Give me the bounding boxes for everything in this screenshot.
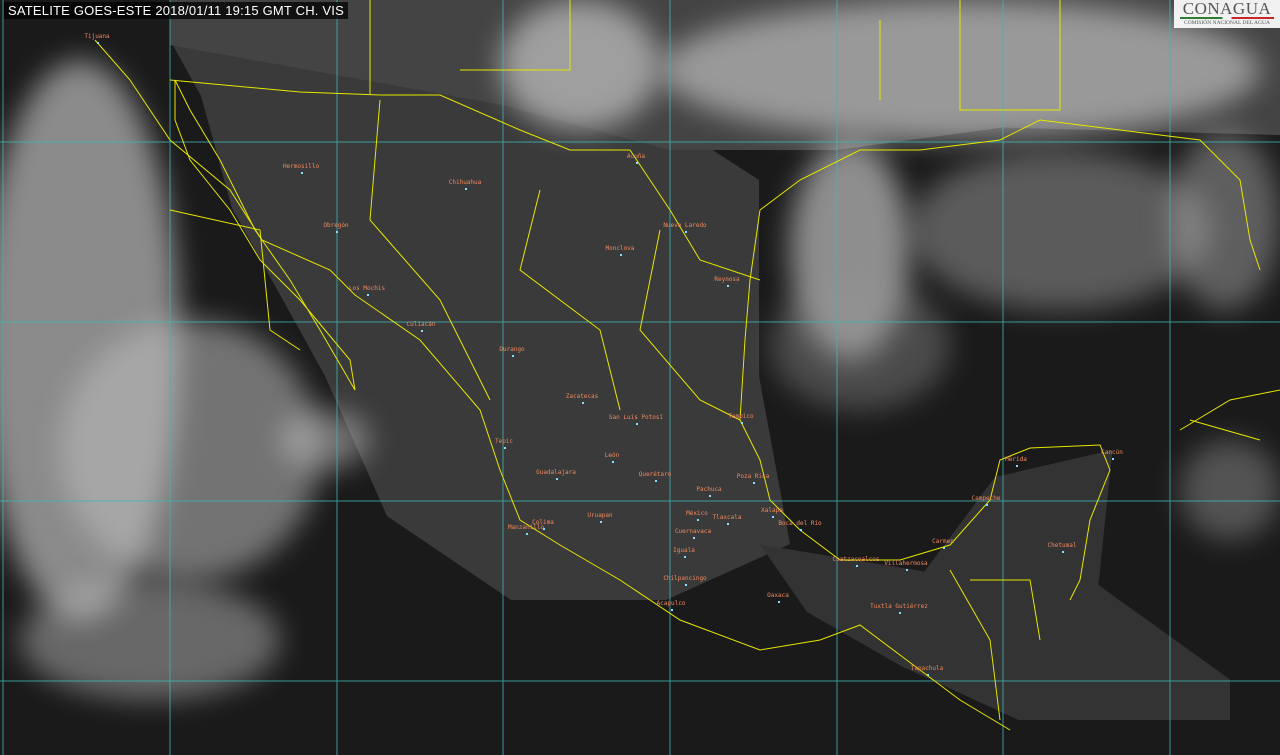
city-marker <box>684 556 686 558</box>
city-label: Tapachula <box>910 665 944 672</box>
city-marker <box>856 565 858 567</box>
city-label: Campeche <box>971 495 1001 502</box>
city-marker <box>504 447 506 449</box>
city-marker <box>620 254 622 256</box>
city-label: Chetumal <box>1047 542 1077 549</box>
city-marker <box>697 519 699 521</box>
city-marker <box>600 521 602 523</box>
city-label: Tuxtla Gutiérrez <box>870 603 928 610</box>
city-label: Guadalajara <box>536 469 576 476</box>
city-marker <box>693 537 695 539</box>
city-marker <box>753 482 755 484</box>
city-label: Nuevo Laredo <box>663 222 707 229</box>
city-marker <box>582 402 584 404</box>
city-label: Tampico <box>728 413 754 420</box>
city-marker <box>800 529 802 531</box>
city-marker <box>899 612 901 614</box>
city-marker <box>986 504 988 506</box>
city-label: Tijuana <box>84 33 110 40</box>
city-label: Uruapan <box>587 512 613 519</box>
city-label: Iguala <box>673 547 695 554</box>
city-marker <box>556 478 558 480</box>
city-marker <box>465 188 467 190</box>
city-label: Reynosa <box>714 276 740 283</box>
logo-bars <box>1180 17 1274 19</box>
city-marker <box>512 355 514 357</box>
city-marker <box>741 422 743 424</box>
city-label: Cancún <box>1101 449 1123 456</box>
coastlines-borders <box>94 0 1280 731</box>
city-label: Coatzacoalcos <box>832 556 880 563</box>
city-label: Tlaxcala <box>712 514 742 521</box>
city-label: Manzanillo <box>507 524 545 531</box>
city-label: Los Mochis <box>348 285 386 292</box>
city-label: Hermosillo <box>282 163 320 170</box>
city-marker <box>636 423 638 425</box>
city-marker <box>612 461 614 463</box>
city-marker <box>727 285 729 287</box>
city-marker <box>421 330 423 332</box>
city-label: Acuña <box>626 153 646 160</box>
city-label: Querétaro <box>638 471 672 478</box>
city-label: Cuernavaca <box>674 528 712 535</box>
city-label: Durango <box>499 346 525 353</box>
city-marker <box>367 294 369 296</box>
city-marker <box>906 569 908 571</box>
city-marker <box>655 480 657 482</box>
city-label: Poza Rica <box>736 473 770 480</box>
city-label: San Luis Potosí <box>608 414 664 421</box>
city-label: Zacatecas <box>565 393 599 400</box>
city-marker <box>727 523 729 525</box>
city-label: Carmen <box>932 538 954 545</box>
city-marker <box>943 547 945 549</box>
city-label: Chilpancingo <box>663 575 707 582</box>
city-marker <box>685 584 687 586</box>
city-marker <box>336 231 338 233</box>
city-marker <box>1016 465 1018 467</box>
city-marker <box>772 516 774 518</box>
city-marker <box>301 172 303 174</box>
city-label: Monclova <box>605 245 635 252</box>
city-label: Pachuca <box>696 486 722 493</box>
city-label: Boca del Río <box>778 520 822 527</box>
city-label: México <box>686 510 708 517</box>
city-label: Villahermosa <box>884 560 928 567</box>
city-label: León <box>604 452 620 459</box>
city-marker <box>1062 551 1064 553</box>
city-marker <box>685 231 687 233</box>
logo-name: CONAGUA <box>1182 0 1272 18</box>
conagua-logo: CONAGUA COMISIÓN NACIONAL DEL AGUA <box>1174 0 1280 28</box>
city-label: Chihuahua <box>448 179 482 186</box>
city-marker <box>97 42 99 44</box>
city-label: Xalapa <box>761 507 783 514</box>
image-title: SATELITE GOES-ESTE 2018/01/11 19:15 GMT … <box>4 2 348 19</box>
city-label: Acapulco <box>656 600 686 607</box>
city-marker <box>543 528 545 530</box>
city-label: Obregón <box>323 222 349 229</box>
city-label: Mérida <box>1005 456 1027 463</box>
city-label: Colima <box>532 519 554 526</box>
city-label: Culiacán <box>406 321 436 328</box>
city-label: Tepic <box>494 438 514 445</box>
city-marker <box>927 674 929 676</box>
city-marker <box>526 533 528 535</box>
logo-subtitle: COMISIÓN NACIONAL DEL AGUA <box>1184 20 1270 26</box>
city-label: Oaxaca <box>767 592 789 599</box>
city-marker <box>778 601 780 603</box>
city-marker <box>1112 458 1114 460</box>
city-marker <box>671 609 673 611</box>
city-marker <box>636 162 638 164</box>
city-marker <box>709 495 711 497</box>
